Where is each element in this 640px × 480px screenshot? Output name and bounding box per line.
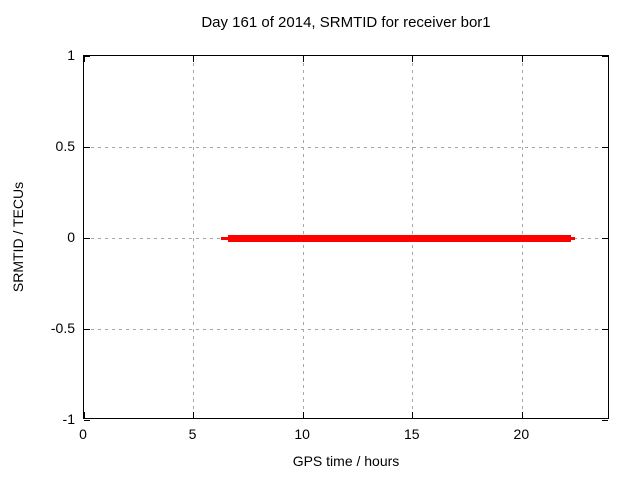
y-tick-label: 0.5: [55, 138, 75, 154]
plot-area: [83, 55, 609, 421]
v-gridline: [193, 56, 195, 418]
x-tick-bottom: [302, 412, 304, 418]
y-tick-label: -1: [62, 411, 75, 427]
y-tick-label: 1: [67, 47, 75, 63]
x-tick-top: [521, 56, 523, 62]
x-tick-bottom: [83, 412, 85, 418]
series-line-segment: [227, 234, 571, 242]
y-tick-left: [84, 237, 90, 239]
x-tick-top: [302, 56, 304, 62]
x-tick-label: 10: [294, 426, 310, 442]
y-tick-right: [602, 419, 608, 421]
x-tick-label: 5: [188, 426, 197, 442]
h-gridline: [84, 146, 608, 148]
x-tick-top: [83, 56, 85, 62]
h-gridline: [84, 328, 608, 330]
x-tick-bottom: [193, 412, 195, 418]
chart-title: Day 161 of 2014, SRMTID for receiver bor…: [201, 14, 491, 31]
x-tick-top: [412, 56, 414, 62]
y-tick-label: 0: [67, 229, 75, 245]
y-tick-left: [84, 419, 90, 421]
y-tick-left: [84, 146, 90, 148]
x-tick-bottom: [412, 412, 414, 418]
series-line-segment: [570, 236, 575, 240]
y-tick-left: [84, 328, 90, 330]
y-tick-left: [84, 55, 90, 57]
x-tick-label: 20: [513, 426, 530, 442]
y-axis-label: SRMTID / TECUs: [10, 181, 26, 293]
x-axis-label: GPS time / hours: [292, 453, 400, 469]
y-tick-right: [602, 55, 608, 57]
x-tick-bottom: [521, 412, 523, 418]
y-tick-right: [602, 146, 608, 148]
y-tick-label: -0.5: [50, 320, 75, 336]
x-tick-label: 0: [79, 426, 87, 442]
series-line-segment: [220, 236, 228, 240]
y-tick-right: [602, 237, 608, 239]
y-tick-right: [602, 328, 608, 330]
x-tick-top: [193, 56, 195, 62]
x-tick-label: 15: [403, 426, 420, 442]
